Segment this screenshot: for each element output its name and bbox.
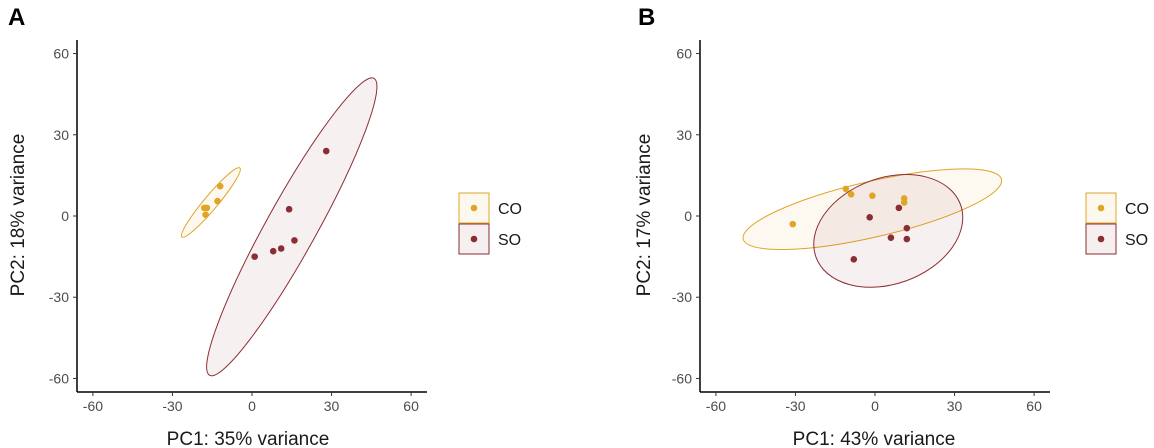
panel-a-legend-marker-so — [470, 235, 478, 243]
panel-b-x-tick-label: -30 — [785, 398, 805, 414]
panel-a-point-co — [214, 197, 221, 205]
panel-b-x-axis-title: PC1: 43% variance — [793, 429, 956, 448]
panel-a-x-tick-label: -60 — [83, 398, 103, 414]
panel-a-point-so — [285, 205, 293, 213]
panel-a-point-so — [277, 245, 285, 252]
panel-a-point-so — [322, 147, 330, 155]
panel-a-y-axis-title: PC2: 18% variance — [8, 134, 29, 297]
panel-a-point-so — [269, 247, 277, 255]
panel-a-legend-marker-co — [470, 204, 478, 212]
panel-a-point-co — [200, 204, 208, 212]
panel-b-y-tick-label: -30 — [672, 289, 692, 305]
panel-a-x-tick-label: 30 — [324, 398, 340, 414]
panel-a-x-axis-title: PC1: 35% variance — [167, 429, 330, 448]
panel-a-plot: -60 -30 0 30 60 -60 -30 0 30 60 — [49, 40, 427, 414]
panel-a-legend-label-so: SO — [498, 232, 521, 249]
panel-b-y-tick-label: -60 — [672, 370, 692, 386]
panel-b-y-tick-label: 60 — [676, 46, 692, 62]
panel-a-letter: A — [8, 4, 25, 31]
panel-a-y-tick-label: 60 — [53, 46, 69, 62]
panel-b: B -60 -30 0 30 60 -60 -30 0 30 60 PC1: 43% varian… — [634, 4, 1149, 448]
panel-b-legend: CO SO — [1085, 192, 1149, 255]
panel-b-y-tick-label: 30 — [676, 127, 692, 143]
panel-a-legend-label-co: CO — [498, 201, 522, 218]
panel-b-x-tick-label: -60 — [706, 398, 726, 414]
panel-b-x-tick-label: 60 — [1026, 398, 1042, 414]
panel-b-point-co — [869, 192, 876, 199]
panel-b-point-co — [847, 191, 855, 198]
panel-a-x-tick-label: 60 — [403, 398, 419, 414]
panel-b-legend-marker-so — [1097, 235, 1105, 243]
panel-a-x-tick-label: 0 — [248, 398, 256, 414]
panel-b-plot: -60 -30 0 30 60 -60 -30 0 30 60 — [672, 40, 1050, 414]
panel-a-y-tick-label: 0 — [61, 208, 69, 224]
panel-b-x-tick-label: 30 — [947, 398, 963, 414]
panel-b-legend-label-so: SO — [1125, 232, 1148, 249]
panel-a-point-so — [251, 253, 258, 260]
panel-b-point-so — [866, 214, 873, 221]
panel-b-point-so — [903, 235, 911, 243]
panel-a-ellipse-so — [206, 77, 378, 377]
panel-b-legend-marker-co — [1097, 204, 1105, 212]
panel-a-x-tick-label: -30 — [162, 398, 182, 414]
panel-b-x-tick-label: 0 — [871, 398, 879, 414]
panel-b-point-co — [842, 185, 850, 193]
panel-a-point-co — [202, 211, 209, 218]
panel-b-point-co — [900, 199, 908, 206]
panel-a-ellipse-co — [180, 167, 241, 238]
panel-b-y-axis-title: PC2: 17% variance — [634, 134, 655, 297]
panel-a-y-tick-label: 30 — [53, 127, 69, 143]
panel-b-point-so — [903, 224, 911, 232]
panel-b-point-co — [789, 220, 797, 228]
panel-b-point-so — [850, 256, 858, 263]
panel-a-point-so — [291, 237, 298, 244]
panel-b-letter: B — [638, 4, 655, 31]
panel-b-point-so — [887, 234, 895, 241]
panel-b-y-tick-label: 0 — [684, 208, 692, 224]
panel-a-y-tick-label: -30 — [49, 289, 69, 305]
panel-a: A -60 -30 0 30 60 -60 -30 0 30 60 PC1: 35% varian… — [8, 4, 522, 448]
panel-b-point-so — [895, 204, 903, 212]
panel-a-y-tick-label: -60 — [49, 370, 69, 386]
panel-a-point-co — [216, 182, 224, 190]
panel-a-legend: CO SO — [458, 192, 522, 255]
panel-b-legend-label-co: CO — [1125, 201, 1149, 218]
